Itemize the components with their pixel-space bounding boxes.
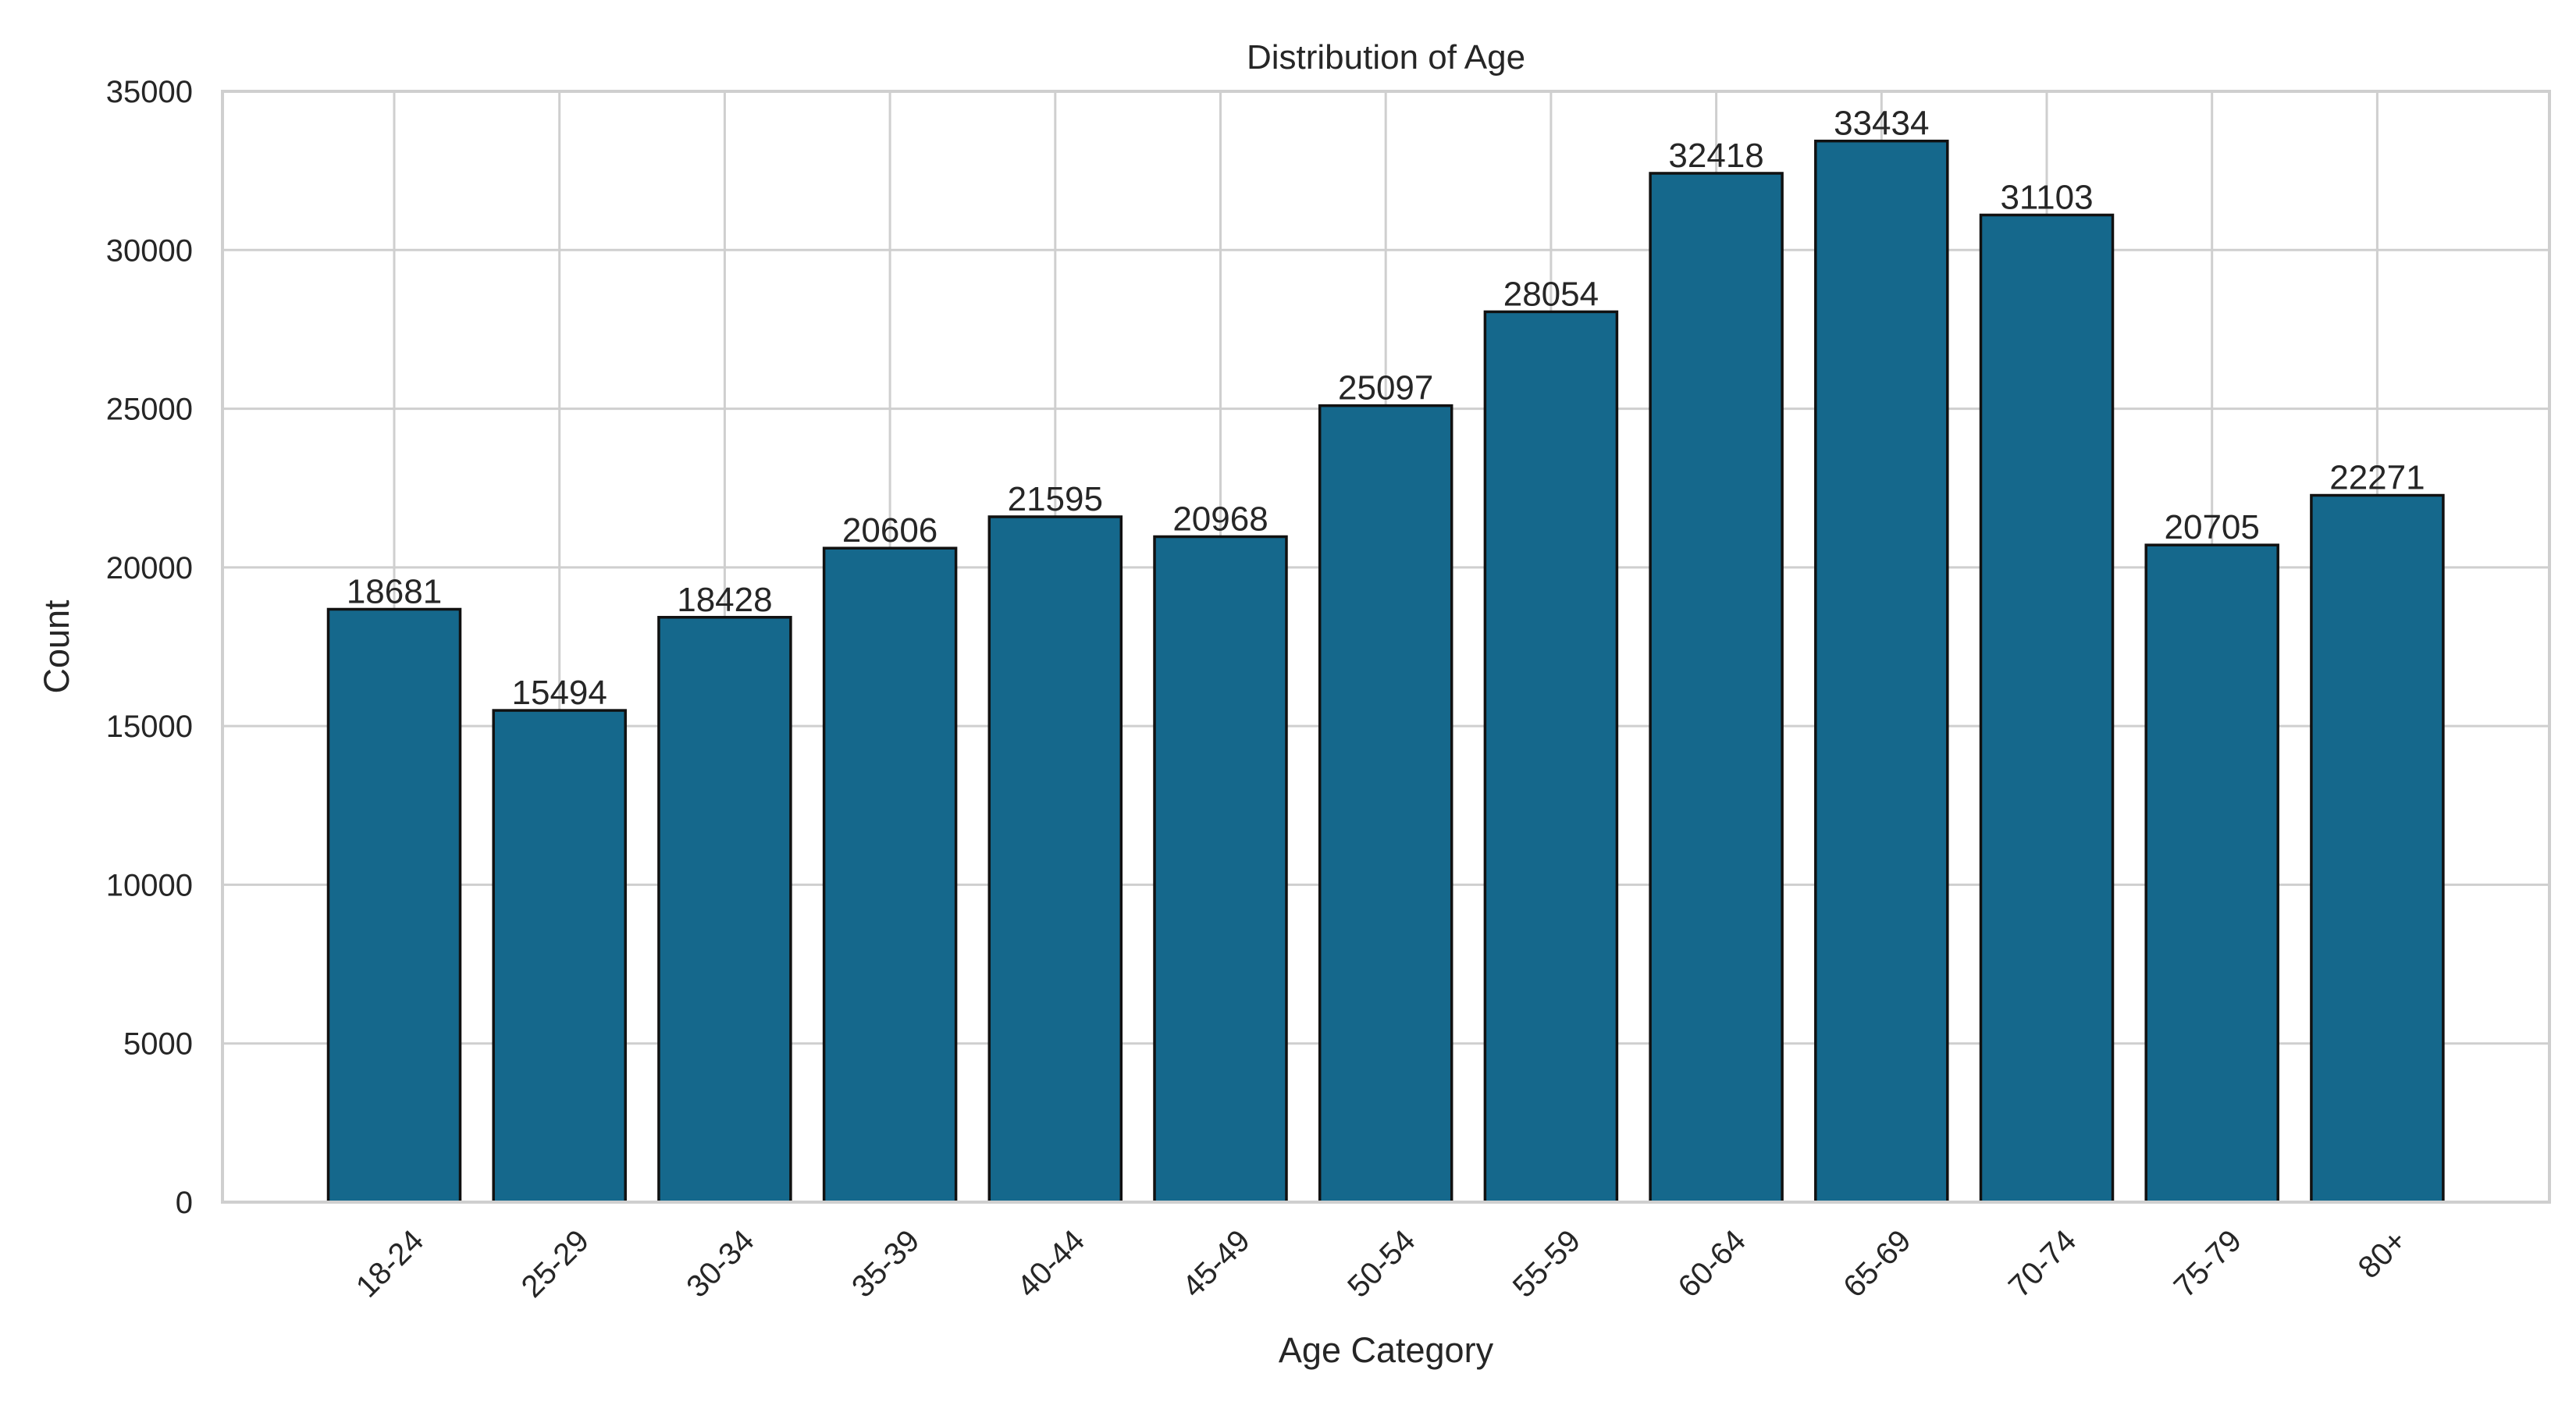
data-label: 28054	[1503, 275, 1599, 313]
data-label: 33434	[1834, 105, 1929, 143]
data-label: 20606	[842, 511, 938, 550]
bar-35-39	[822, 546, 958, 1204]
bar-layer	[326, 139, 2445, 1204]
y-tick-label: 30000	[106, 233, 193, 268]
bar-30-34	[657, 616, 792, 1204]
data-label: 22271	[2329, 459, 2425, 497]
data-label: 20968	[1172, 500, 1268, 539]
y-tick-label: 35000	[106, 75, 193, 109]
data-label: 15494	[512, 674, 607, 712]
bar-75-79	[2144, 543, 2279, 1204]
y-tick-label: 20000	[106, 551, 193, 585]
data-label: 20705	[2165, 508, 2260, 546]
bar-70-74	[1979, 213, 2115, 1204]
y-tick-labels: 0 5000 10000 15000 20000 25000 30000 35000	[106, 75, 193, 1220]
bar-60-64	[1649, 172, 1784, 1204]
bar-55-59	[1483, 310, 1619, 1204]
bar-45-49	[1153, 535, 1288, 1204]
data-label: 31103	[2000, 178, 2093, 216]
data-label: 21595	[1008, 480, 1103, 518]
data-label: 18428	[677, 581, 772, 619]
bar-40-44	[987, 515, 1123, 1204]
data-label: 25097	[1338, 369, 1433, 407]
data-label: 18681	[347, 572, 442, 610]
data-label-layer: 18681 15494 18428 20606 21595 20968 25097 28054…	[347, 105, 2425, 712]
bar-65-69	[1814, 139, 1949, 1204]
y-axis-label: Count	[37, 600, 76, 694]
bar-18-24	[326, 607, 462, 1204]
y-tick-label: 5000	[123, 1027, 193, 1062]
y-tick-label: 0	[176, 1186, 193, 1220]
plot-frame	[221, 90, 2551, 1204]
y-tick-label: 15000	[106, 710, 193, 744]
y-tick-label: 25000	[106, 393, 193, 427]
data-label: 32418	[1668, 137, 1763, 175]
bar-25-29	[492, 709, 627, 1204]
bar-80+	[2310, 493, 2445, 1204]
chart-title: Distribution of Age	[1247, 38, 1525, 76]
x-axis-label: Age Category	[1279, 1330, 1494, 1370]
bar-50-54	[1318, 404, 1453, 1204]
y-tick-label: 10000	[106, 868, 193, 902]
